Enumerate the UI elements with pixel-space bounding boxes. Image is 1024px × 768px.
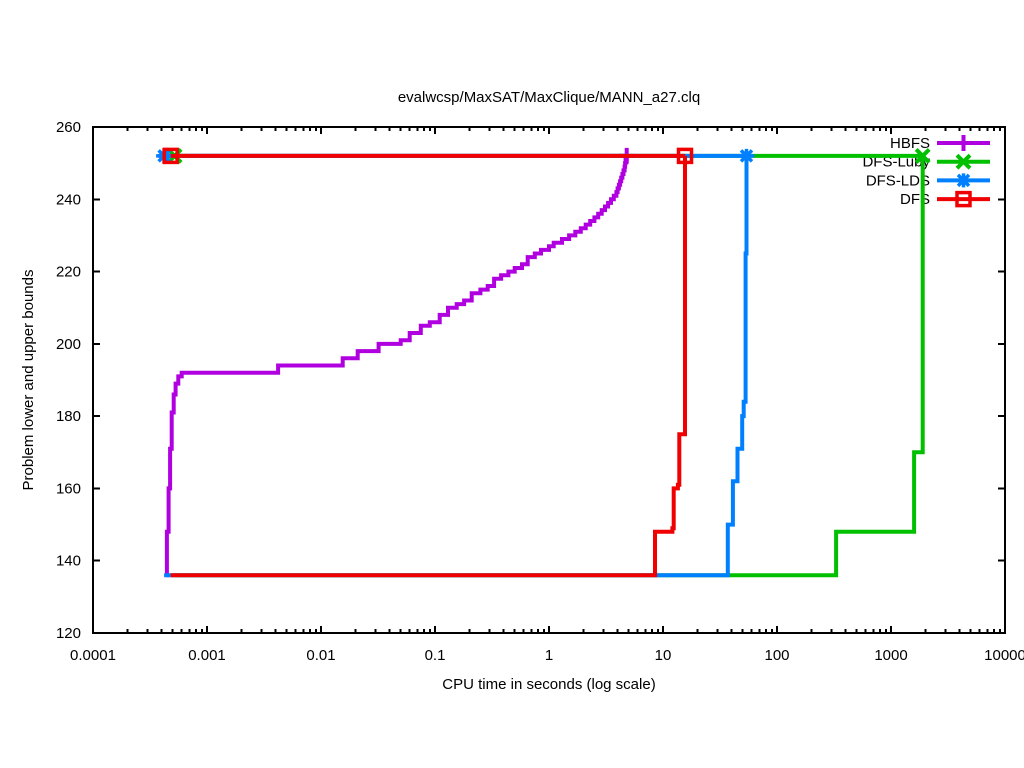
lower-bound-steps-DFS-Luby [174, 155, 925, 578]
axes-layer: 0.0001 0.001 0.01 0.1 1 10 100 1000 10000 120 140 1… [56, 119, 1024, 664]
marker-end-DFS [676, 147, 694, 165]
x-axis-label: CPU time in seconds (log scale) [442, 676, 655, 693]
x-tick-label: 0.0001 [70, 647, 116, 664]
legend-label-dfs-luby: DFS-Luby [862, 154, 930, 171]
x-tick-label: 1 [545, 647, 553, 664]
series-DFS [162, 147, 694, 578]
legend-label-hbfs: HBFS [890, 135, 930, 152]
series-DFS-LDS [156, 148, 755, 578]
plot-border [92, 126, 1006, 634]
x-tick-label: 0.001 [188, 647, 226, 664]
x-tick-label: 10000 [984, 647, 1024, 664]
curves-layer [156, 147, 931, 578]
lower-bound-steps-DFS-LDS [164, 155, 749, 578]
legend-label-dfs: DFS [900, 191, 930, 208]
y-tick-label: 160 [56, 480, 81, 497]
marker-end-DFS-Luby [914, 147, 931, 164]
legend: HBFS DFS-Luby DFS-LDS DFS [862, 135, 990, 208]
series-HBFS [158, 147, 635, 578]
x-tick-label: 10 [655, 647, 672, 664]
x-tick-label: 0.01 [306, 647, 335, 664]
x-tick-label: 1000 [874, 647, 907, 664]
legend-label-dfs-lds: DFS-LDS [866, 172, 930, 189]
legend-sample-marker-DFS [955, 190, 972, 208]
y-tick-label: 260 [56, 119, 81, 136]
y-tick-label: 220 [56, 264, 81, 281]
legend-samples [937, 135, 990, 208]
y-tick-label: 240 [56, 191, 81, 208]
y-tick-label: 120 [56, 625, 81, 642]
chart-title: evalwcsp/MaxSAT/MaxClique/MANN_a27.clq [398, 89, 700, 106]
x-tick-label: 100 [764, 647, 789, 664]
legend-sample-marker-DFS-Luby [955, 153, 972, 170]
y-tick-label: 180 [56, 408, 81, 425]
legend-sample-marker-DFS-LDS [955, 173, 972, 188]
series-DFS-Luby [166, 147, 931, 578]
marker-end-DFS-LDS [738, 148, 755, 163]
lower-bound-steps-DFS [170, 155, 687, 578]
legend-sample-marker-HBFS [955, 135, 972, 151]
y-axis-label: Problem lower and upper bounds [20, 270, 37, 491]
x-tick-label: 0.1 [425, 647, 446, 664]
lower-bound-steps-HBFS [164, 155, 629, 578]
y-tick-label: 140 [56, 553, 81, 570]
marker-start-DFS [162, 147, 179, 165]
y-tick-label: 200 [56, 336, 81, 353]
